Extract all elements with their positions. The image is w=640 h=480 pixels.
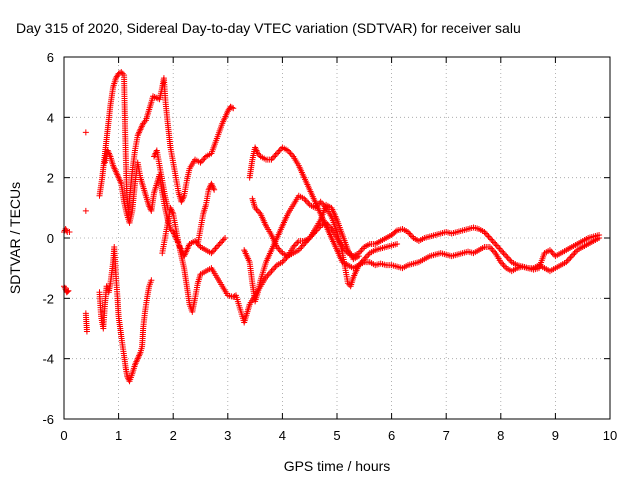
series-track-d: [151, 147, 362, 263]
plot-frame: [63, 56, 611, 420]
data-point: [82, 129, 89, 136]
series-track-c: [82, 129, 401, 305]
data-point: [596, 231, 603, 238]
x-tick-label: 1: [115, 428, 122, 443]
data-point: [64, 288, 71, 295]
data-points: [61, 69, 603, 385]
x-tick-label: 8: [497, 428, 504, 443]
data-point: [211, 186, 218, 193]
x-tick-label: 4: [279, 428, 286, 443]
series-track-b: [61, 204, 603, 385]
x-tick-label: 0: [60, 428, 67, 443]
y-axis-label: SDTVAR / TECUs: [7, 182, 23, 294]
series-track-a: [61, 69, 603, 275]
chart-title: Day 315 of 2020, Sidereal Day-to-day VTE…: [16, 20, 521, 36]
y-tick-label: 2: [47, 171, 54, 186]
y-tick-label: -4: [42, 352, 54, 367]
x-tick-label: 5: [333, 428, 340, 443]
data-point: [230, 105, 237, 112]
x-tick-label: 7: [443, 428, 450, 443]
x-tick-label: 10: [603, 428, 617, 443]
y-tick-label: 4: [47, 110, 54, 125]
y-tick-labels: -6 -4 -2 0 2 4 6: [42, 50, 54, 427]
x-tick-label: 6: [388, 428, 395, 443]
x-tick-label: 2: [170, 428, 177, 443]
data-point: [394, 241, 401, 248]
data-point: [222, 235, 229, 241]
x-tick-label: 9: [552, 428, 559, 443]
y-tick-label: 6: [47, 50, 54, 65]
y-tick-label: 0: [47, 231, 54, 246]
y-tick-label: -2: [42, 291, 54, 306]
data-point: [392, 228, 399, 235]
data-point: [355, 253, 362, 260]
x-axis-label: GPS time / hours: [284, 458, 391, 474]
x-tick-labels: 0 1 2 3 4 5 6 7 8 9 10: [60, 428, 617, 443]
axis-ticks: [63, 56, 611, 420]
data-point: [164, 204, 171, 211]
y-tick-label: -6: [42, 412, 54, 427]
data-point: [82, 207, 89, 214]
data-point: [65, 287, 72, 294]
data-point: [83, 328, 90, 335]
data-point: [116, 69, 123, 76]
data-point: [66, 228, 73, 235]
data-point: [148, 277, 155, 284]
x-tick-label: 3: [224, 428, 231, 443]
data-point: [228, 104, 235, 111]
